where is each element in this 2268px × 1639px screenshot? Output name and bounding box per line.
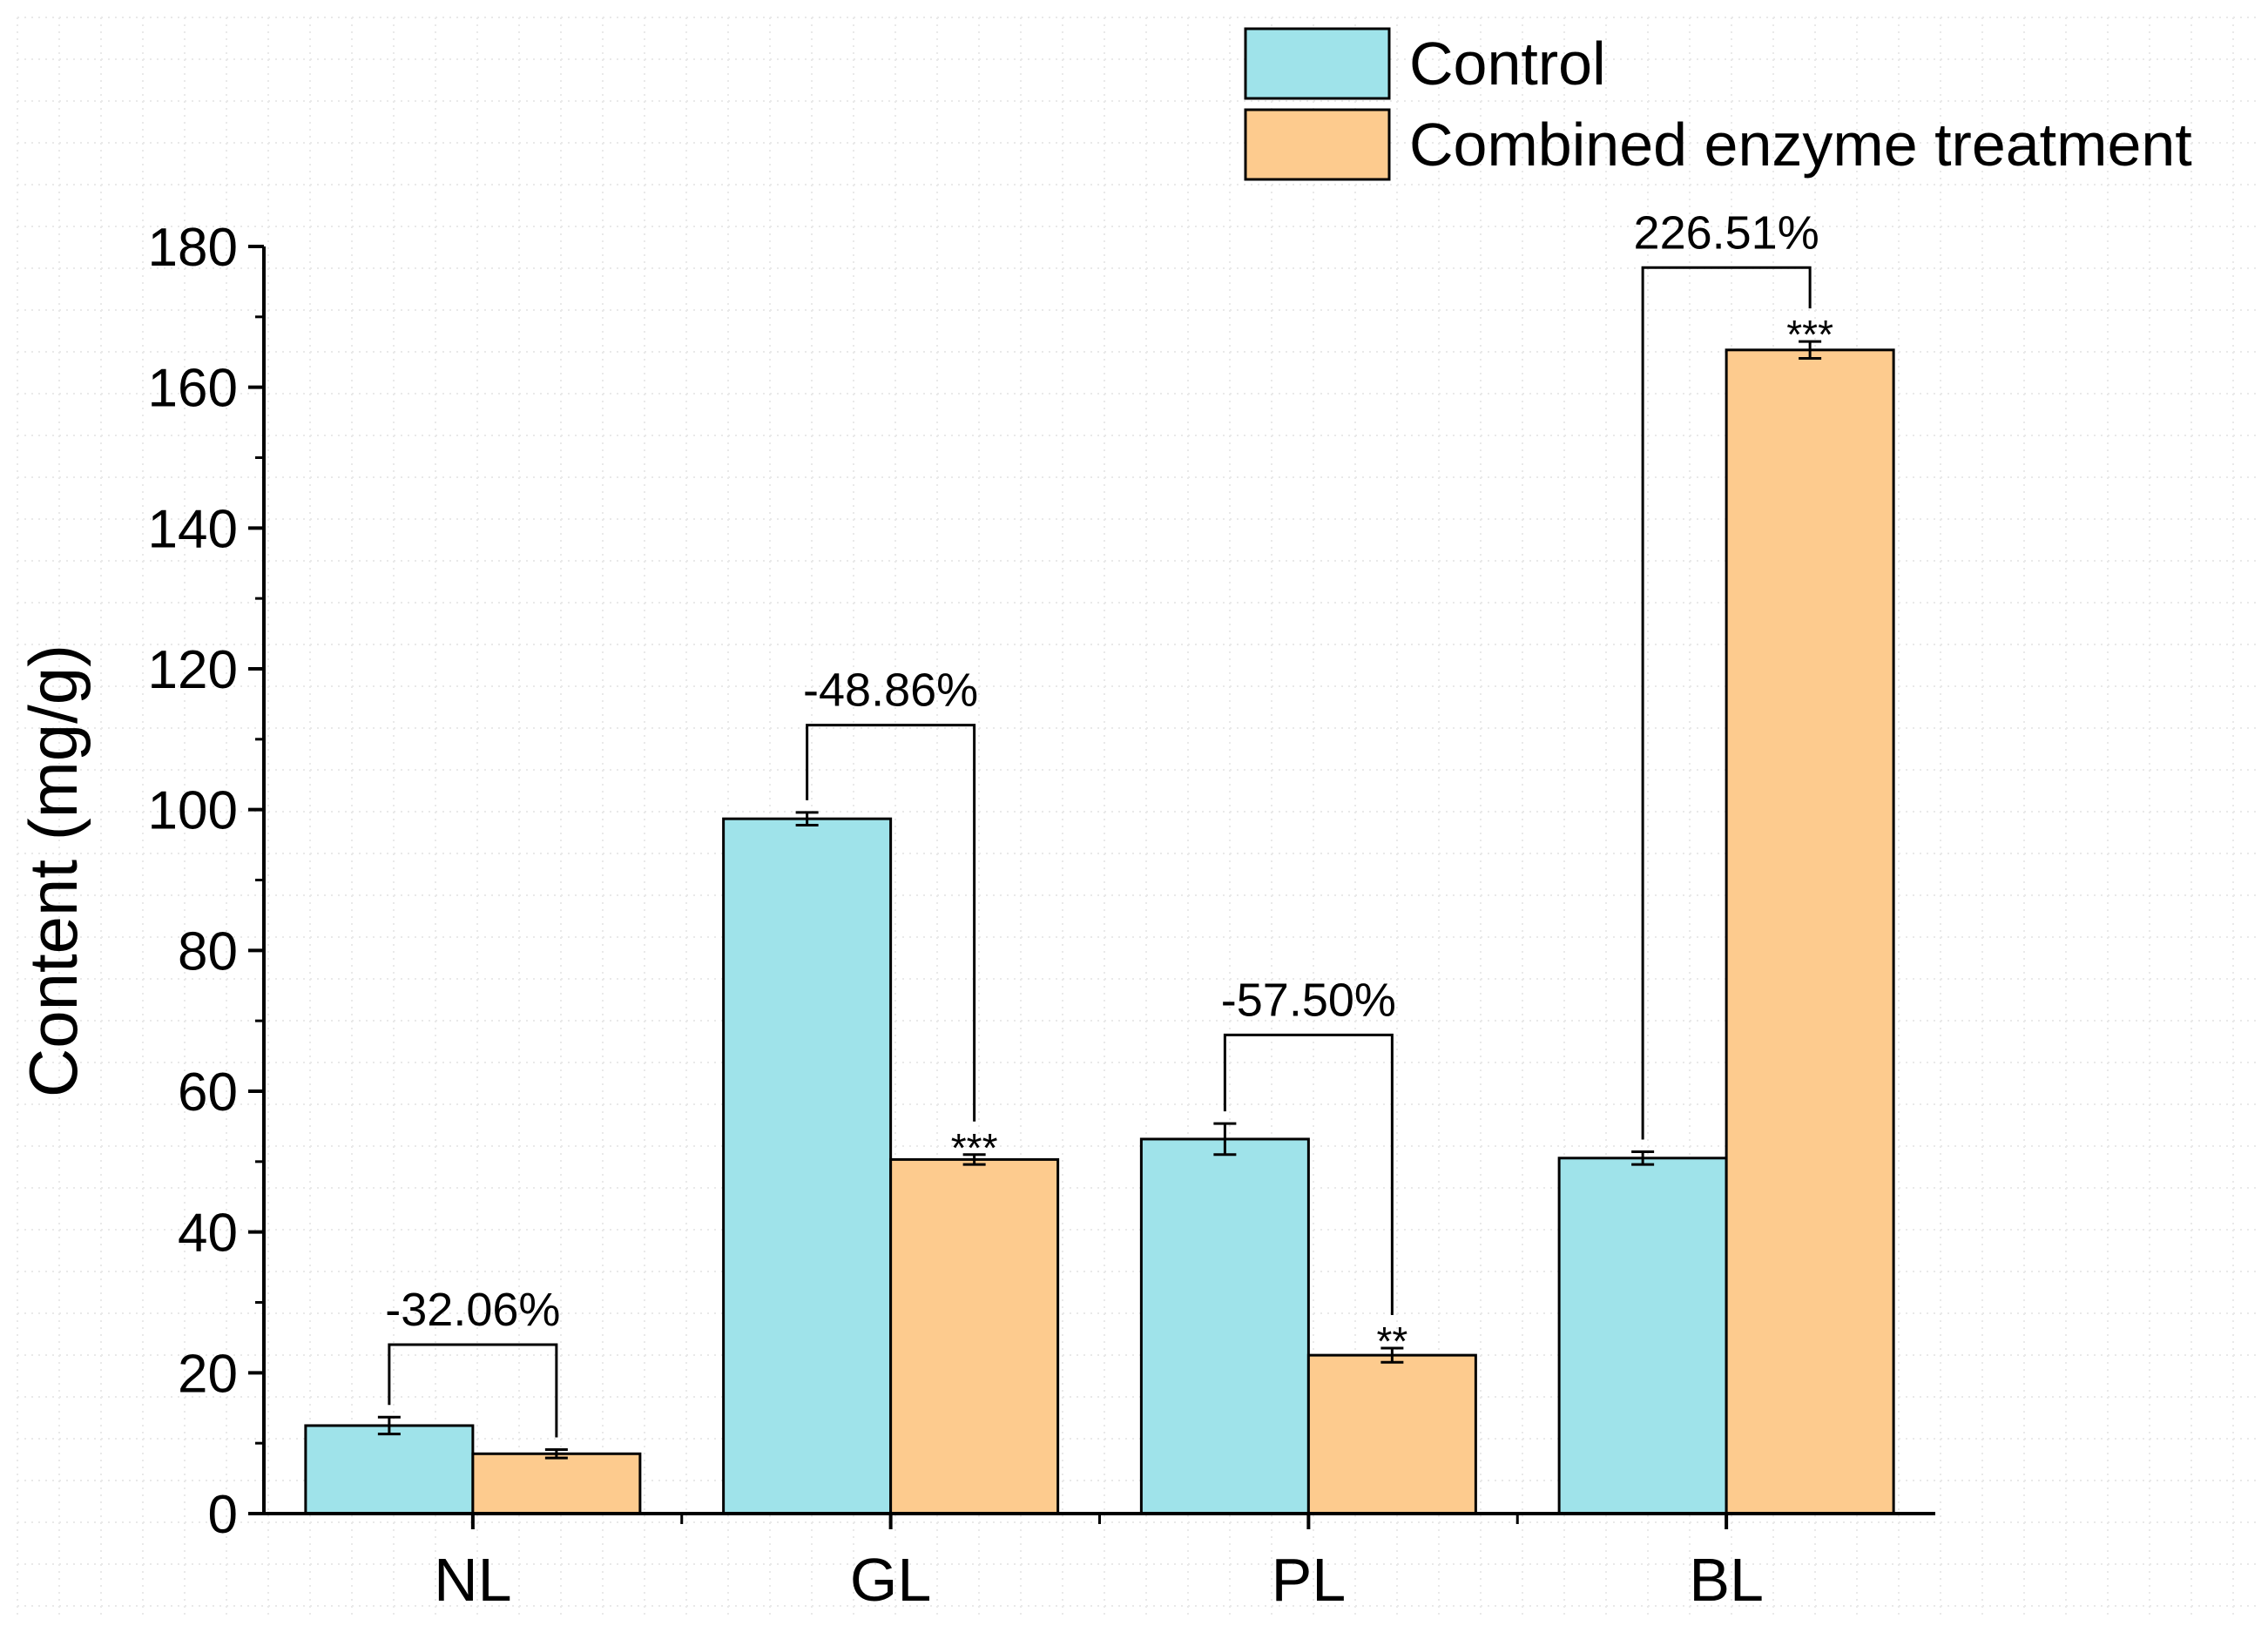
x-tick-label-bl: BL: [1689, 1546, 1764, 1614]
legend-swatch-combined-enzyme-treatment: [1244, 108, 1391, 181]
bar-control-bl: [1557, 1157, 1728, 1515]
background-grid: [17, 17, 2256, 1620]
bar-combined-enzyme-treatment-nl: [471, 1452, 642, 1515]
change-label-bl: 226.51%: [1634, 206, 1819, 259]
bracket-nl: [388, 1343, 558, 1438]
annotations: -32.06% -48.86% *** -57.50% ** 226.51% ***: [385, 206, 1833, 1438]
y-tick-label-80: 80: [178, 921, 238, 981]
bar-control-gl: [722, 817, 893, 1515]
x-tick-label-nl: NL: [434, 1546, 511, 1614]
y-tick-label-20: 20: [178, 1344, 238, 1404]
bar-combined-enzyme-treatment-bl: [1725, 348, 1895, 1515]
y-axis-title: Content (mg/g): [15, 644, 91, 1097]
y-tick-label-40: 40: [178, 1204, 238, 1264]
significance-pl: **: [1376, 1319, 1407, 1364]
bar-control-nl: [304, 1424, 475, 1515]
legend: Control Combined enzyme treatment: [1244, 27, 2192, 181]
x-tick-label-pl: PL: [1272, 1546, 1347, 1614]
bar-combined-enzyme-treatment-pl: [1306, 1353, 1477, 1515]
y-tick-label-60: 60: [178, 1062, 238, 1123]
significance-bl: ***: [1786, 312, 1833, 357]
bracket-gl: [806, 724, 976, 1122]
y-tick-label-180: 180: [148, 218, 238, 278]
significance-gl: ***: [951, 1125, 998, 1170]
y-tick-label-160: 160: [148, 359, 238, 419]
y-tick-label-100: 100: [148, 781, 238, 841]
change-label-gl: -48.86%: [803, 664, 978, 717]
x-tick-label-gl: GL: [850, 1546, 931, 1614]
y-tick-label-120: 120: [148, 640, 238, 700]
bracket-bl: [1641, 266, 1812, 1140]
bar-combined-enzyme-treatment-gl: [889, 1157, 1060, 1515]
bars: [304, 340, 1895, 1515]
legend-swatch-control: [1244, 27, 1391, 100]
axes: 0 20 40 60 80 100 120 140 160 180 NL GL PL BL: [148, 218, 1935, 1614]
bracket-pl: [1223, 1033, 1394, 1316]
y-tick-label-0: 0: [208, 1485, 238, 1545]
change-label-pl: -57.50%: [1221, 974, 1396, 1026]
bar-control-pl: [1139, 1137, 1310, 1515]
change-label-nl: -32.06%: [385, 1284, 560, 1336]
y-tick-label-140: 140: [148, 499, 238, 559]
legend-label-control: Control: [1409, 30, 1606, 98]
legend-label-combined-enzyme-treatment: Combined enzyme treatment: [1409, 111, 2192, 179]
